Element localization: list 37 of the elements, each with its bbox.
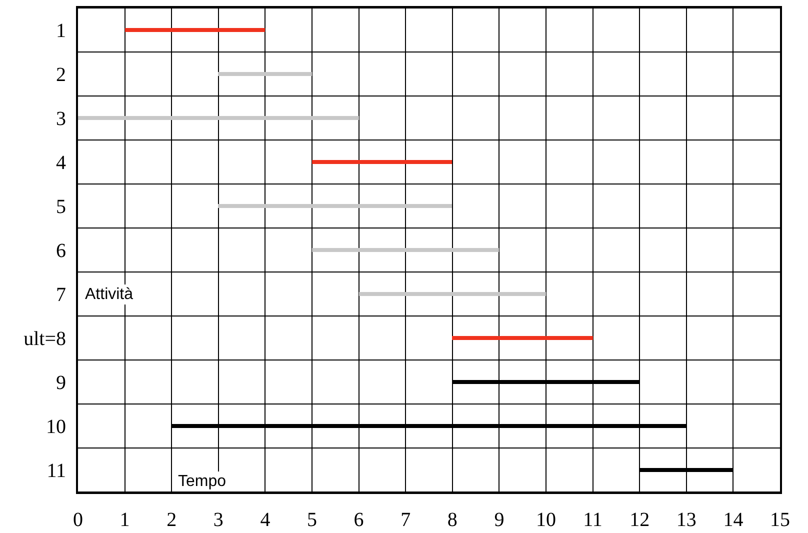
x-tick-label: 10	[536, 509, 556, 531]
y-tick-label: 1	[56, 20, 66, 42]
x-tick-label: 13	[676, 509, 696, 531]
y-tick-label: 3	[56, 108, 66, 130]
x-tick-label: 15	[770, 509, 790, 531]
x-tick-label: 11	[583, 509, 602, 531]
x-tick-label: 5	[307, 509, 317, 531]
x-tick-label: 1	[120, 509, 130, 531]
x-tick-label: 14	[723, 509, 744, 531]
x-tick-label: 8	[447, 509, 458, 531]
y-tick-label: 11	[46, 460, 66, 482]
x-axis-title: Tempo	[178, 473, 226, 490]
bar	[312, 160, 452, 164]
y-axis-title: Attività	[85, 286, 134, 303]
bar	[359, 292, 546, 296]
x-tick-label: 4	[260, 509, 270, 531]
y-tick-label: 4	[56, 152, 66, 174]
x-tick-label: 0	[73, 509, 83, 531]
bar	[312, 248, 499, 252]
bar	[125, 28, 265, 32]
bar	[78, 116, 359, 120]
y-tick-label: 2	[56, 64, 66, 86]
x-tick-label: 3	[213, 509, 224, 531]
x-tick-label: 7	[400, 509, 411, 531]
x-tick-label: 6	[354, 509, 364, 531]
bar	[218, 204, 452, 208]
y-tick-label: 7	[56, 284, 66, 306]
y-tick-label: ult=8	[24, 328, 66, 350]
bar	[452, 336, 593, 340]
bar	[218, 72, 312, 76]
x-tick-label: 2	[166, 509, 177, 531]
x-tick-label: 9	[494, 509, 504, 531]
y-tick-label: 9	[56, 372, 66, 394]
y-tick-label: 6	[56, 240, 66, 262]
x-tick-label: 12	[630, 509, 650, 531]
y-tick-label: 5	[56, 196, 66, 218]
y-tick-label: 10	[46, 416, 66, 438]
